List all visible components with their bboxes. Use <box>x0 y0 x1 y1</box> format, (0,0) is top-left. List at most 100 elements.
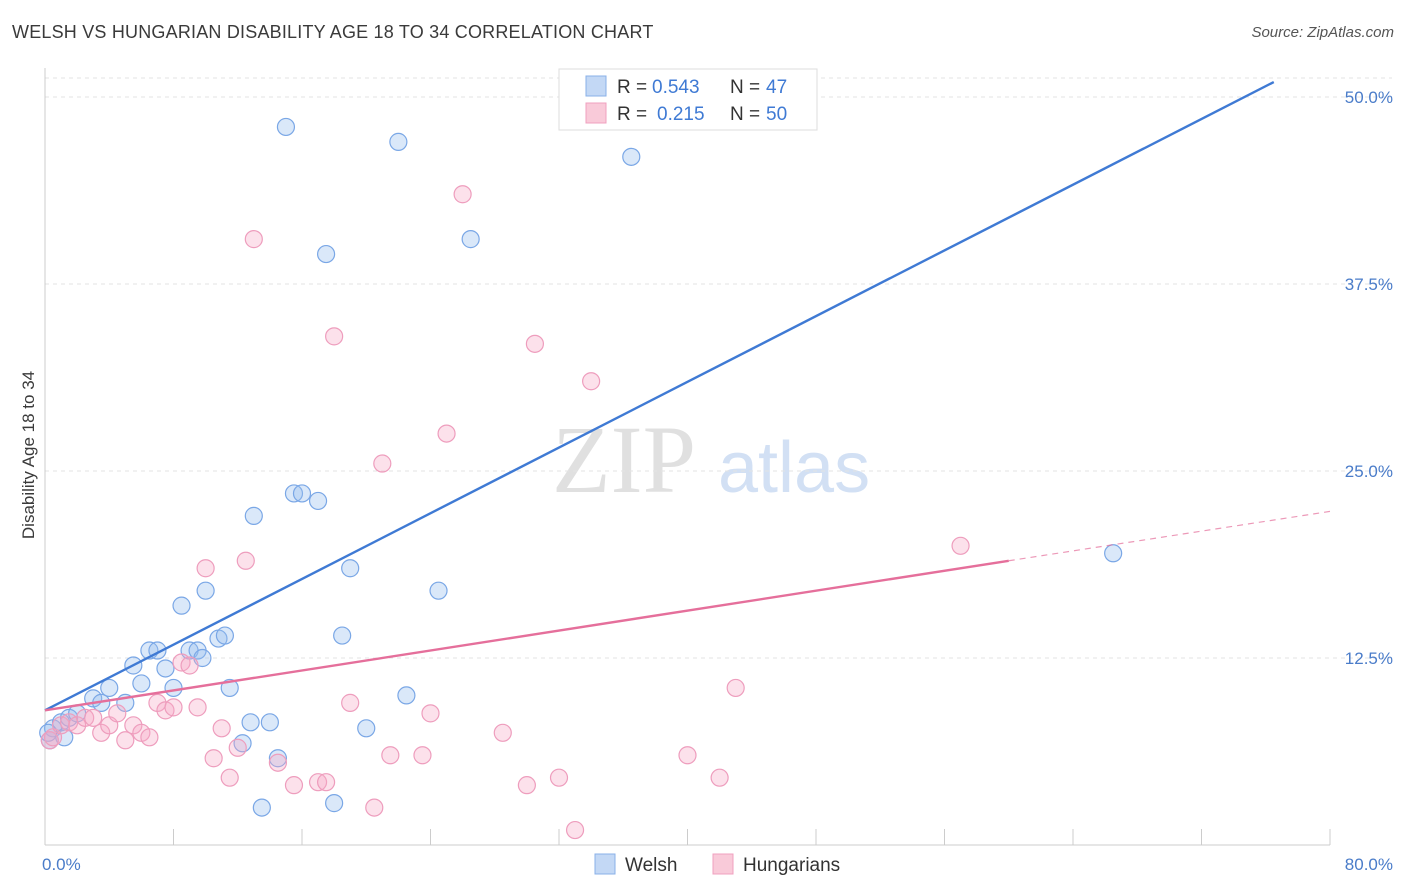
x-tick-min: 0.0% <box>42 855 81 874</box>
x-tick-max: 80.0% <box>1345 855 1393 874</box>
hungarians-point-6 <box>84 708 103 727</box>
welsh-trend-line <box>44 80 1275 712</box>
legend-welsh-n-value: 47 <box>766 77 787 98</box>
welsh-point-35 <box>333 626 352 645</box>
hungarians-point-18 <box>180 656 199 675</box>
welsh-point-41 <box>461 230 480 249</box>
legend-hungarians-n-value: 50 <box>766 104 787 125</box>
hungarians-point-19 <box>188 698 207 717</box>
y-tick-label-3: 50.0% <box>1345 88 1393 107</box>
stats-legend: R = 0.543 N = 47 R = 0.215 N = 50 <box>558 68 818 131</box>
chart-title: WELSH VS HUNGARIAN DISABILITY AGE 18 TO … <box>12 22 654 42</box>
axes <box>44 68 1331 846</box>
zipatlas-watermark: ZIP atlas <box>552 406 870 513</box>
bottom-legend-swatch-hungarians <box>712 853 734 875</box>
welsh-point-31 <box>292 484 312 503</box>
trend-layer <box>44 80 1331 712</box>
hungarians-point-21 <box>204 749 223 768</box>
welsh-point-29 <box>276 117 296 137</box>
welsh-point-19 <box>196 581 215 600</box>
hungarians-point-40 <box>493 723 512 742</box>
svg-text:atlas: atlas <box>718 428 870 508</box>
welsh-point-26 <box>252 798 271 817</box>
welsh-point-7 <box>100 678 119 698</box>
legend-welsh-r-label: R = <box>617 77 647 98</box>
grid-lines <box>45 77 1392 659</box>
welsh-point-37 <box>357 719 376 738</box>
welsh-point-32 <box>308 491 328 511</box>
bottom-legend-swatch-welsh <box>594 853 616 875</box>
hungarians-point-9 <box>108 704 127 723</box>
hungarians-point-44 <box>565 820 585 840</box>
hungarians-point-31 <box>325 327 344 346</box>
welsh-point-39 <box>397 686 416 705</box>
welsh-point-13 <box>156 659 175 678</box>
hungarians-trend-line-extension <box>1008 510 1331 562</box>
hungarians-point-13 <box>140 728 159 747</box>
svg-text:ZIP: ZIP <box>552 406 696 513</box>
hungarians-point-27 <box>268 753 288 772</box>
welsh-point-14 <box>164 678 183 698</box>
welsh-point-21 <box>215 626 234 645</box>
welsh-point-25 <box>244 506 263 525</box>
welsh-point-22 <box>220 678 239 698</box>
series-legend: Welsh Hungarians <box>594 853 840 876</box>
welsh-point-28 <box>268 749 288 768</box>
legend-welsh-r-value: 0.543 <box>652 77 700 98</box>
hungarians-point-45 <box>582 372 601 391</box>
hungarians-point-28 <box>284 776 304 795</box>
hungarians-point-41 <box>517 776 536 795</box>
hungarians-point-0 <box>40 731 59 750</box>
chart-source: Source: ZipAtlas.com <box>1251 24 1394 41</box>
y-tick-label-1: 25.0% <box>1345 462 1393 481</box>
welsh-point-27 <box>260 713 279 732</box>
hungarians-point-32 <box>341 693 360 712</box>
hungarians-point-49 <box>951 536 970 555</box>
y-tick-labels: 12.5% 25.0% 37.5% 50.0% <box>1345 88 1393 668</box>
welsh-point-44 <box>1104 544 1123 563</box>
welsh-point-40 <box>429 581 448 600</box>
hungarians-point-34 <box>373 454 392 473</box>
hungarians-point-20 <box>196 559 215 578</box>
welsh-point-36 <box>341 559 360 578</box>
hungarians-point-47 <box>710 768 729 787</box>
hungarians-point-30 <box>316 773 336 792</box>
welsh-point-24 <box>241 713 260 732</box>
legend-swatch-welsh <box>585 75 607 97</box>
legend-hungarians-r-value: 0.215 <box>657 104 705 125</box>
hungarians-point-39 <box>453 185 472 204</box>
bottom-legend-welsh: Welsh <box>625 855 677 876</box>
points-layer <box>39 102 1123 840</box>
series-hungarians-points <box>40 185 970 840</box>
welsh-point-10 <box>132 674 151 693</box>
hungarians-point-36 <box>413 746 432 765</box>
hungarians-point-48 <box>726 678 745 698</box>
bottom-legend-hungarians: Hungarians <box>743 855 840 876</box>
welsh-point-38 <box>389 132 408 151</box>
hungarians-point-25 <box>236 551 255 570</box>
legend-hungarians-r-label: R = <box>617 104 647 125</box>
hungarians-point-33 <box>365 798 384 817</box>
legend-hungarians-n-label: N = <box>730 104 760 125</box>
hungarians-point-24 <box>228 738 247 757</box>
hungarians-point-38 <box>437 424 456 443</box>
hungarians-point-46 <box>678 746 697 765</box>
hungarians-point-23 <box>220 768 239 787</box>
hungarians-trend-line <box>44 559 1009 712</box>
hungarians-point-37 <box>421 704 440 723</box>
hungarians-point-35 <box>381 746 400 765</box>
hungarians-point-42 <box>525 334 545 353</box>
hungarians-point-22 <box>212 719 231 738</box>
hungarians-point-10 <box>116 731 135 750</box>
y-tick-label-0: 12.5% <box>1345 649 1393 668</box>
legend-welsh-n-label: N = <box>730 77 760 98</box>
y-tick-label-2: 37.5% <box>1345 275 1393 294</box>
welsh-point-33 <box>316 244 336 264</box>
y-axis-label: Disability Age 18 to 34 <box>19 371 38 539</box>
hungarians-point-26 <box>244 230 263 249</box>
welsh-point-15 <box>172 596 191 615</box>
welsh-point-42 <box>622 147 641 166</box>
welsh-point-34 <box>325 794 344 813</box>
hungarians-point-43 <box>549 768 569 787</box>
